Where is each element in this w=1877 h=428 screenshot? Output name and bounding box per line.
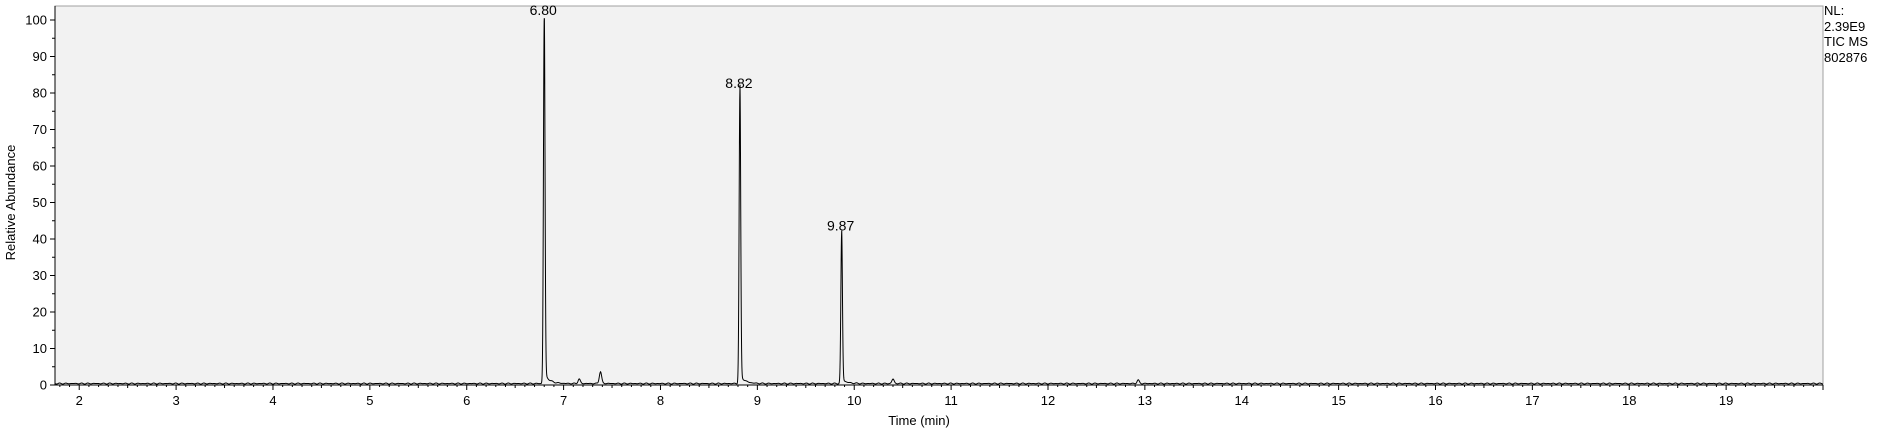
peak-label: 6.80 [530,2,557,18]
x-axis-title: Time (min) [888,413,950,428]
y-tick-label: 20 [33,305,47,320]
x-tick-label: 18 [1622,393,1636,408]
x-tick-label: 16 [1428,393,1442,408]
plot-area [55,6,1823,385]
y-tick-label: 70 [33,122,47,137]
y-tick-label: 0 [40,378,47,393]
x-tick-label: 2 [76,393,83,408]
peak-label: 9.87 [827,217,854,233]
x-tick-label: 11 [944,393,958,408]
x-tick-label: 14 [1235,393,1249,408]
x-tick-label: 7 [560,393,567,408]
x-tick-label: 19 [1719,393,1733,408]
x-tick-labels: 2 3 4 5 6 7 8 9 10 11 12 13 14 15 16 17 18 19 [76,393,1734,408]
nl-value: 2.39E9 [1824,19,1868,35]
y-tick-label: 90 [33,49,47,64]
scan-type: TIC MS [1824,34,1868,50]
y-tick-label: 40 [33,232,47,247]
y-tick-label: 100 [25,13,47,28]
y-tick-label: 50 [33,195,47,210]
x-tick-label: 12 [1041,393,1055,408]
x-tick-label: 4 [269,393,276,408]
x-tick-label: 8 [657,393,664,408]
x-tick-label: 10 [847,393,861,408]
y-tick-label: 10 [33,341,47,356]
x-tick-label: 5 [366,393,373,408]
y-tick-labels: 0 10 20 30 40 50 60 70 80 90 100 [25,13,47,393]
x-tick-label: 13 [1138,393,1152,408]
x-tick-label: 6 [463,393,470,408]
nl-label: NL: [1824,3,1868,19]
x-tick-label: 17 [1525,393,1539,408]
y-tick-label: 60 [33,159,47,174]
normalization-info: NL: 2.39E9 TIC MS 802876 [1824,3,1868,65]
y-tick-label: 80 [33,86,47,101]
peak-label: 8.82 [725,75,752,91]
x-tick-label: 3 [172,393,179,408]
x-tick-label: 15 [1331,393,1345,408]
y-axis-title: Relative Abundance [3,145,18,261]
x-tick-label: 9 [754,393,761,408]
y-tick-label: 30 [33,268,47,283]
file-id: 802876 [1824,50,1868,66]
